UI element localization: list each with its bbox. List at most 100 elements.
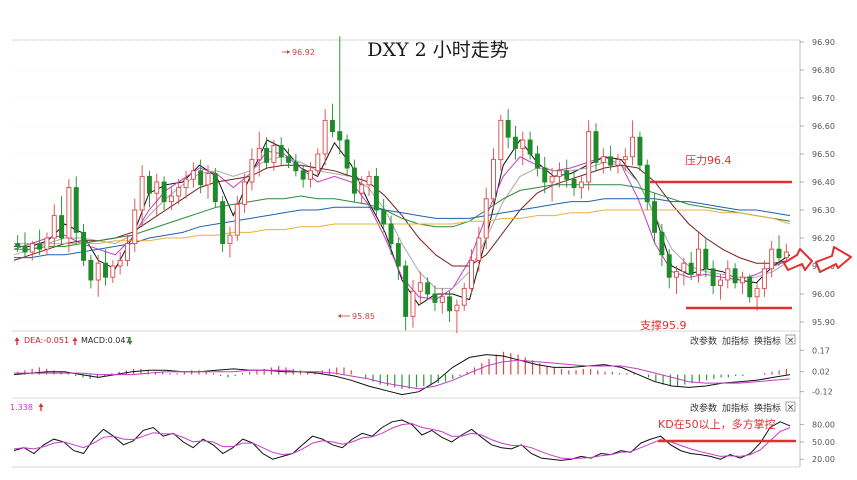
candle (51, 204, 57, 247)
candle (234, 196, 240, 241)
candle (322, 109, 328, 166)
candle (586, 120, 592, 191)
y-tick-label: 0.02 (812, 368, 830, 377)
candle (308, 162, 313, 188)
candle (769, 240, 775, 278)
candle (366, 170, 372, 196)
candle (300, 165, 306, 188)
add-indicator-button[interactable]: 加指标 (722, 402, 749, 414)
y-tick-label: 96.60 (812, 122, 835, 131)
candle (110, 260, 116, 283)
candle (154, 173, 160, 216)
candle (513, 126, 518, 160)
candle (388, 215, 394, 255)
candle (410, 280, 416, 328)
candle (242, 173, 248, 213)
y-tick-label: 96.50 (812, 150, 835, 159)
candle (395, 238, 401, 280)
candle (637, 131, 643, 171)
candle (95, 254, 101, 297)
chart-title: DXY 2 小时走势 (367, 39, 508, 61)
arrow-icon (783, 248, 813, 271)
candle (542, 156, 548, 194)
switch-indicator-button[interactable]: 换指标 (754, 335, 781, 347)
kd-toolbar: 改参数 加指标 换指标 × (690, 401, 796, 414)
candle (293, 154, 299, 177)
add-indicator-button[interactable]: 加指标 (722, 335, 749, 347)
candle (271, 140, 277, 171)
macd-histogram (17, 351, 787, 389)
close-icon: × (787, 403, 795, 413)
candle (37, 229, 43, 255)
candle (593, 123, 599, 171)
candle (22, 232, 28, 258)
candle (220, 196, 226, 252)
modify-params-button[interactable]: 改参数 (690, 335, 717, 347)
candle (600, 148, 606, 174)
candle (534, 145, 540, 177)
ma-line (13, 150, 791, 301)
kd-legend-value: 1.338 (10, 403, 33, 412)
candle (659, 224, 665, 266)
candle (103, 249, 108, 286)
macd-lines (13, 354, 791, 396)
arrow-up-icon (72, 337, 78, 345)
candle (747, 274, 753, 303)
y-tick-label: 50.00 (812, 438, 835, 447)
close-button[interactable] (785, 401, 796, 412)
y-tick-label: 96.80 (812, 66, 835, 75)
candle (344, 134, 350, 177)
y-tick-label: 96.30 (812, 206, 835, 215)
high-label: 96.92 (292, 48, 315, 57)
candle (125, 235, 130, 266)
y-tick-label: 96.00 (812, 290, 835, 299)
ma-line (14, 184, 791, 250)
support-annotation: 支撑95.9 (640, 306, 792, 332)
candle (66, 179, 72, 252)
candle (403, 260, 409, 331)
candle (132, 198, 138, 252)
candle (351, 159, 357, 202)
candle (710, 260, 716, 294)
low-marker: 95.85 (338, 312, 375, 321)
candle (264, 137, 270, 168)
candle (190, 162, 196, 188)
resistance-annotation: 压力96.4 (650, 154, 792, 184)
switch-indicator-button[interactable]: 换指标 (754, 402, 781, 414)
candle (549, 168, 555, 202)
candle (146, 170, 152, 208)
candle (359, 176, 365, 205)
candle (688, 252, 694, 280)
kd-d-line (13, 422, 791, 460)
y-tick-label: 20.00 (812, 455, 835, 464)
close-icon: × (787, 336, 795, 346)
candle (168, 187, 174, 210)
arrow-icon (815, 246, 852, 273)
candle (622, 148, 628, 171)
y-tick-label: -0.12 (812, 388, 833, 397)
candle (278, 137, 284, 166)
macd-panel: 0.17 0.02 -0.12 DEA:-0.051 MACD:0.047 改参数 … (12, 334, 833, 399)
candle (88, 254, 94, 289)
candle (754, 282, 760, 311)
candle (644, 159, 650, 210)
modify-params-button[interactable]: 改参数 (690, 402, 717, 414)
close-button[interactable] (785, 334, 796, 345)
candle (59, 196, 65, 244)
candle (703, 238, 709, 278)
arrow-down-icon (127, 337, 133, 345)
y-tick-label: 96.70 (812, 94, 835, 103)
candle (183, 170, 189, 199)
candle (381, 198, 387, 233)
candlesticks (15, 36, 789, 334)
dea-legend: DEA:-0.051 (24, 336, 69, 345)
kd-k-line (13, 419, 791, 461)
trend-arrows (783, 246, 852, 273)
candle (256, 131, 262, 177)
ma-line (13, 156, 791, 289)
y-tick-label: 96.20 (812, 234, 835, 243)
candle (761, 260, 767, 297)
y-tick-label: 96.40 (812, 178, 835, 187)
support-label: 支撑95.9 (640, 318, 687, 332)
candle (520, 131, 526, 166)
